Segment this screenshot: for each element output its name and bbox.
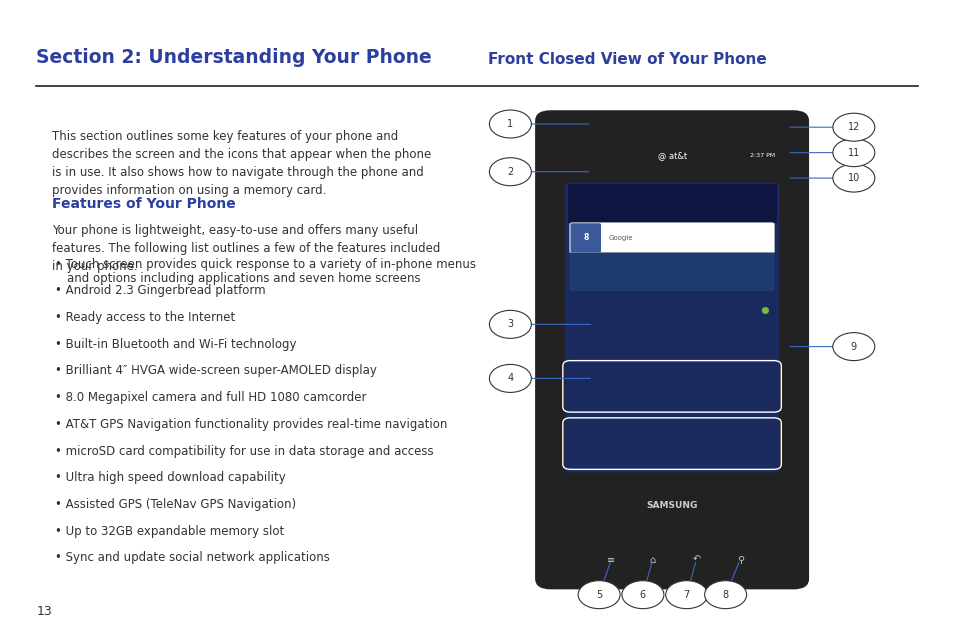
Text: 8: 8 <box>721 590 728 600</box>
Circle shape <box>832 164 874 192</box>
Text: 4: 4 <box>507 373 513 384</box>
FancyBboxPatch shape <box>564 183 779 473</box>
Text: • AT&T GPS Navigation functionality provides real-time navigation: • AT&T GPS Navigation functionality prov… <box>55 418 447 431</box>
Text: • Built-in Bluetooth and Wi-Fi technology: • Built-in Bluetooth and Wi-Fi technolog… <box>55 338 296 350</box>
Text: 11: 11 <box>847 148 859 158</box>
Text: ↶: ↶ <box>692 555 700 565</box>
Circle shape <box>832 139 874 167</box>
Text: ⌂: ⌂ <box>649 555 655 565</box>
Text: • Up to 32GB expandable memory slot: • Up to 32GB expandable memory slot <box>55 525 284 537</box>
FancyBboxPatch shape <box>536 111 807 588</box>
Circle shape <box>704 581 746 609</box>
Text: • microSD card compatibility for use in data storage and access: • microSD card compatibility for use in … <box>55 445 434 457</box>
Text: Front Closed View of Your Phone: Front Closed View of Your Phone <box>488 52 766 67</box>
Text: 7: 7 <box>683 590 689 600</box>
Circle shape <box>578 581 619 609</box>
Text: Google: Google <box>608 235 633 241</box>
Circle shape <box>489 110 531 138</box>
Text: • Android 2.3 Gingerbread platform: • Android 2.3 Gingerbread platform <box>55 284 266 297</box>
Text: • Sync and update social network applications: • Sync and update social network applica… <box>55 551 330 564</box>
Circle shape <box>489 158 531 186</box>
Circle shape <box>832 113 874 141</box>
Text: 8: 8 <box>582 233 588 242</box>
Text: ≡: ≡ <box>606 555 615 565</box>
Text: • Brilliant 4″ HVGA wide-screen super-AMOLED display: • Brilliant 4″ HVGA wide-screen super-AM… <box>55 364 376 377</box>
Text: ⚲: ⚲ <box>736 555 743 565</box>
FancyBboxPatch shape <box>567 184 776 223</box>
Text: • 8.0 Megapixel camera and full HD 1080 camcorder: • 8.0 Megapixel camera and full HD 1080 … <box>55 391 367 404</box>
Text: • Ready access to the Internet: • Ready access to the Internet <box>55 311 235 324</box>
Text: •: • <box>757 301 772 325</box>
Text: 1: 1 <box>507 119 513 129</box>
Circle shape <box>832 333 874 361</box>
Text: 2: 2 <box>507 167 513 177</box>
FancyBboxPatch shape <box>569 223 774 253</box>
Circle shape <box>489 364 531 392</box>
Text: Your phone is lightweight, easy-to-use and offers many useful
features. The foll: Your phone is lightweight, easy-to-use a… <box>52 224 440 273</box>
Text: and options including applications and seven home screens: and options including applications and s… <box>67 272 420 284</box>
Text: Section 2: Understanding Your Phone: Section 2: Understanding Your Phone <box>36 48 432 67</box>
Text: 3: 3 <box>507 319 513 329</box>
FancyBboxPatch shape <box>570 223 600 252</box>
Text: This section outlines some key features of your phone and
describes the screen a: This section outlines some key features … <box>52 130 432 197</box>
Circle shape <box>489 310 531 338</box>
Circle shape <box>621 581 663 609</box>
Text: • Assisted GPS (TeleNav GPS Navigation): • Assisted GPS (TeleNav GPS Navigation) <box>55 498 296 511</box>
FancyBboxPatch shape <box>569 252 774 291</box>
Text: SAMSUNG: SAMSUNG <box>646 501 697 510</box>
Text: • Ultra high speed download capability: • Ultra high speed download capability <box>55 471 286 484</box>
Text: 10: 10 <box>847 173 859 183</box>
Text: 12: 12 <box>847 122 859 132</box>
Text: 5: 5 <box>596 590 601 600</box>
Text: 2:37 PM: 2:37 PM <box>749 153 774 158</box>
Text: • Touch screen provides quick response to a variety of in-phone menus: • Touch screen provides quick response t… <box>55 258 476 270</box>
Text: 6: 6 <box>639 590 645 600</box>
Text: Features of Your Phone: Features of Your Phone <box>52 197 236 211</box>
Circle shape <box>665 581 707 609</box>
Text: 9: 9 <box>850 342 856 352</box>
Text: @ at&t: @ at&t <box>657 151 686 160</box>
Text: 13: 13 <box>36 605 52 618</box>
